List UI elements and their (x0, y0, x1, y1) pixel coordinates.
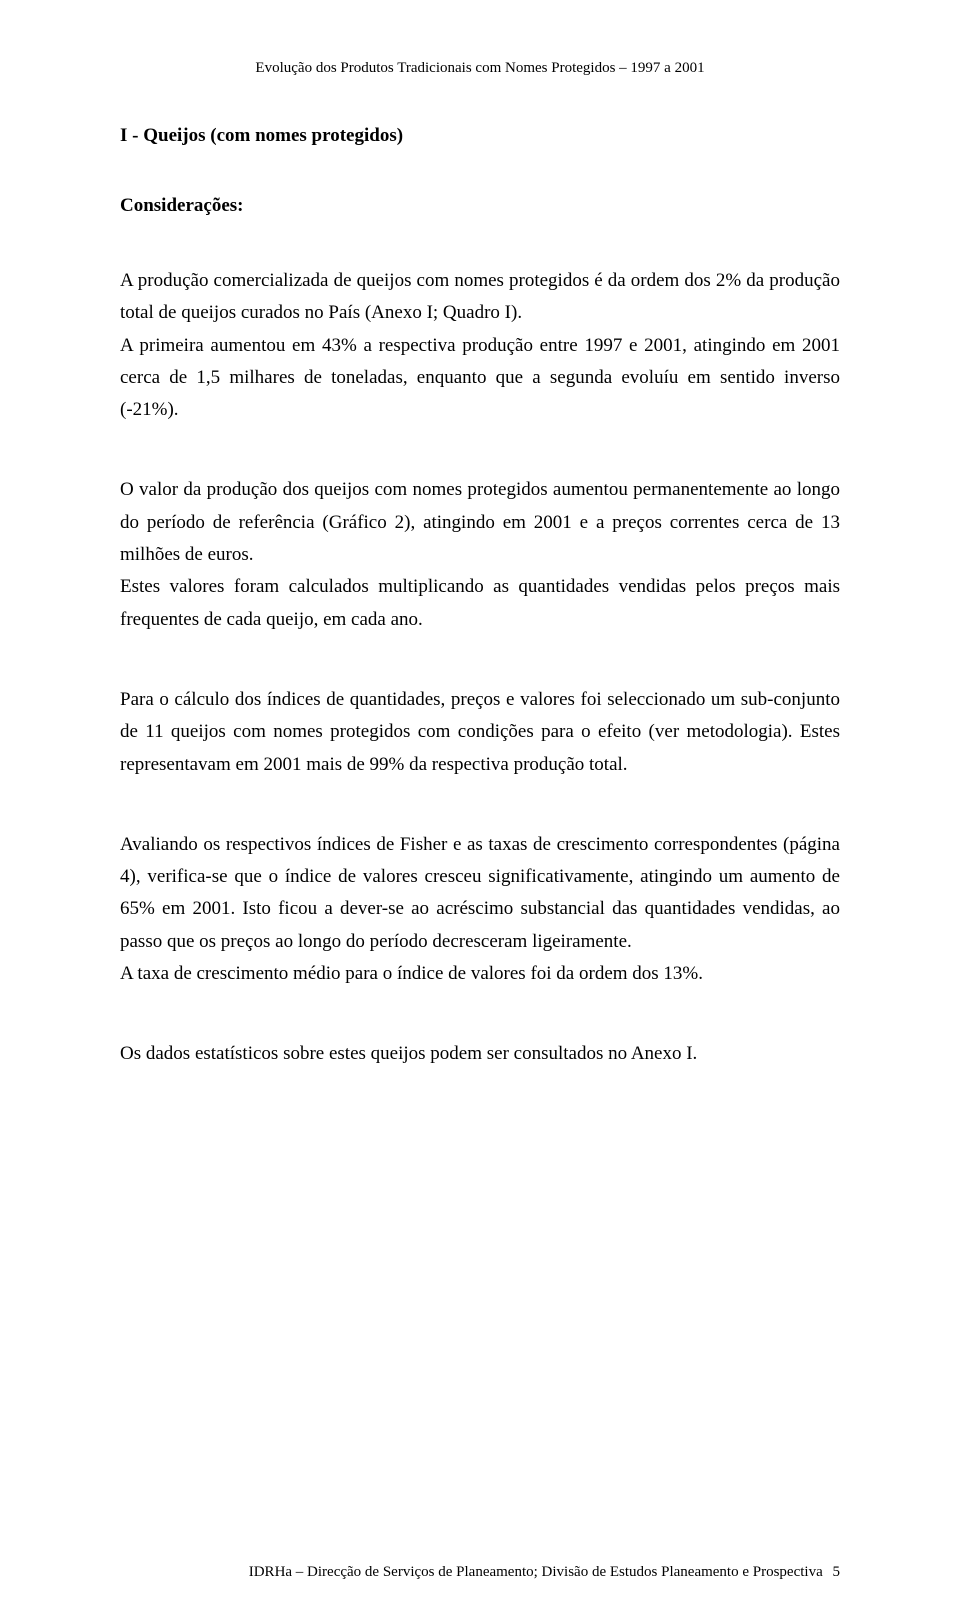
paragraph-block-2: O valor da produção dos queijos com nome… (120, 474, 840, 635)
page-footer: IDRHa – Direcção de Serviços de Planeame… (120, 1564, 840, 1581)
page-number: 5 (833, 1564, 841, 1580)
page-header: Evolução dos Produtos Tradicionais com N… (120, 60, 840, 77)
paragraph: A primeira aumentou em 43% a respectiva … (120, 330, 840, 427)
paragraph-block-5: Os dados estatísticos sobre estes queijo… (120, 1038, 840, 1070)
paragraph: Para o cálculo dos índices de quantidade… (120, 684, 840, 781)
paragraph: Avaliando os respectivos índices de Fish… (120, 829, 840, 958)
paragraph-block-1: A produção comercializada de queijos com… (120, 265, 840, 426)
header-text: Evolução dos Produtos Tradicionais com N… (255, 60, 704, 76)
paragraph-block-4: Avaliando os respectivos índices de Fish… (120, 829, 840, 990)
paragraph: A taxa de crescimento médio para o índic… (120, 958, 840, 990)
paragraph: Estes valores foram calculados multiplic… (120, 571, 840, 636)
paragraph: O valor da produção dos queijos com nome… (120, 474, 840, 571)
footer-text: IDRHa – Direcção de Serviços de Planeame… (249, 1564, 823, 1580)
section-title: I - Queijos (com nomes protegidos) (120, 125, 840, 147)
paragraph: Os dados estatísticos sobre estes queijo… (120, 1038, 840, 1070)
paragraph: A produção comercializada de queijos com… (120, 265, 840, 330)
paragraph-block-3: Para o cálculo dos índices de quantidade… (120, 684, 840, 781)
subsection-title: Considerações: (120, 195, 840, 217)
